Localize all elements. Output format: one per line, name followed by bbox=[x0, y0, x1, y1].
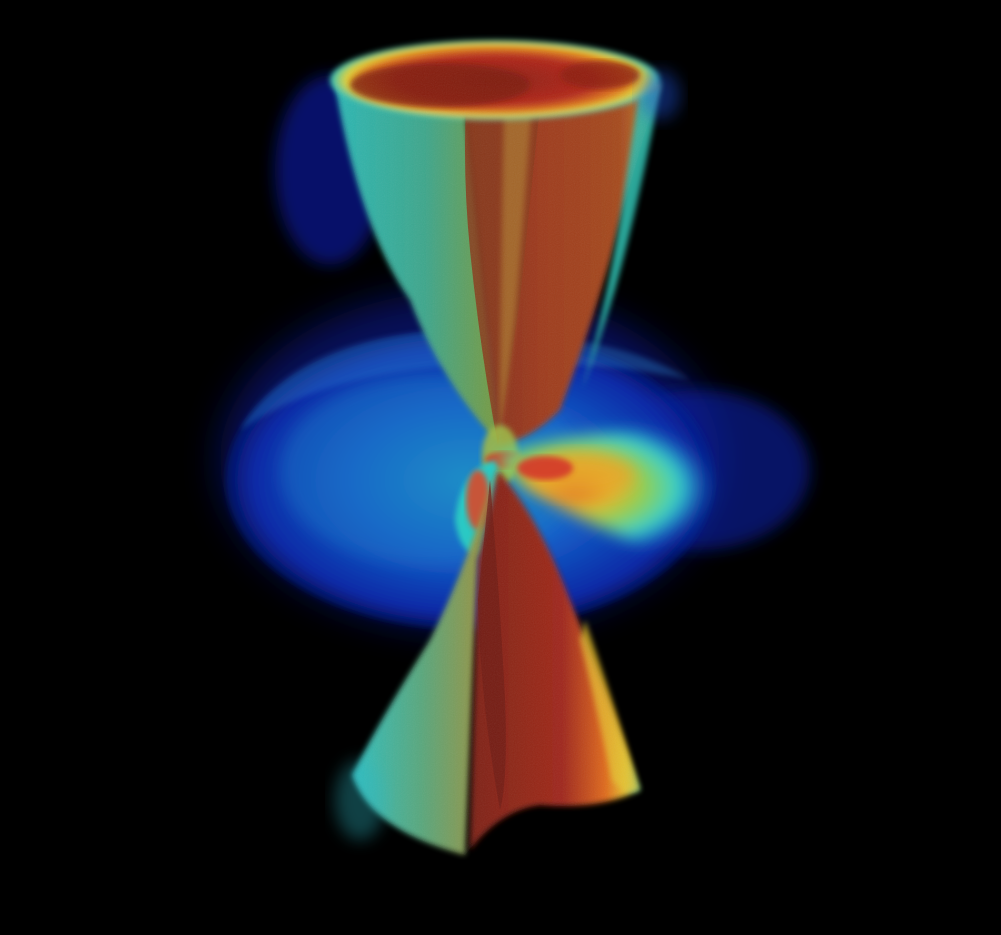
upper-jet-cone bbox=[330, 40, 662, 445]
lower-jet-cone bbox=[352, 470, 640, 855]
edge-glow bbox=[335, 70, 680, 840]
right-lobe bbox=[500, 430, 716, 545]
